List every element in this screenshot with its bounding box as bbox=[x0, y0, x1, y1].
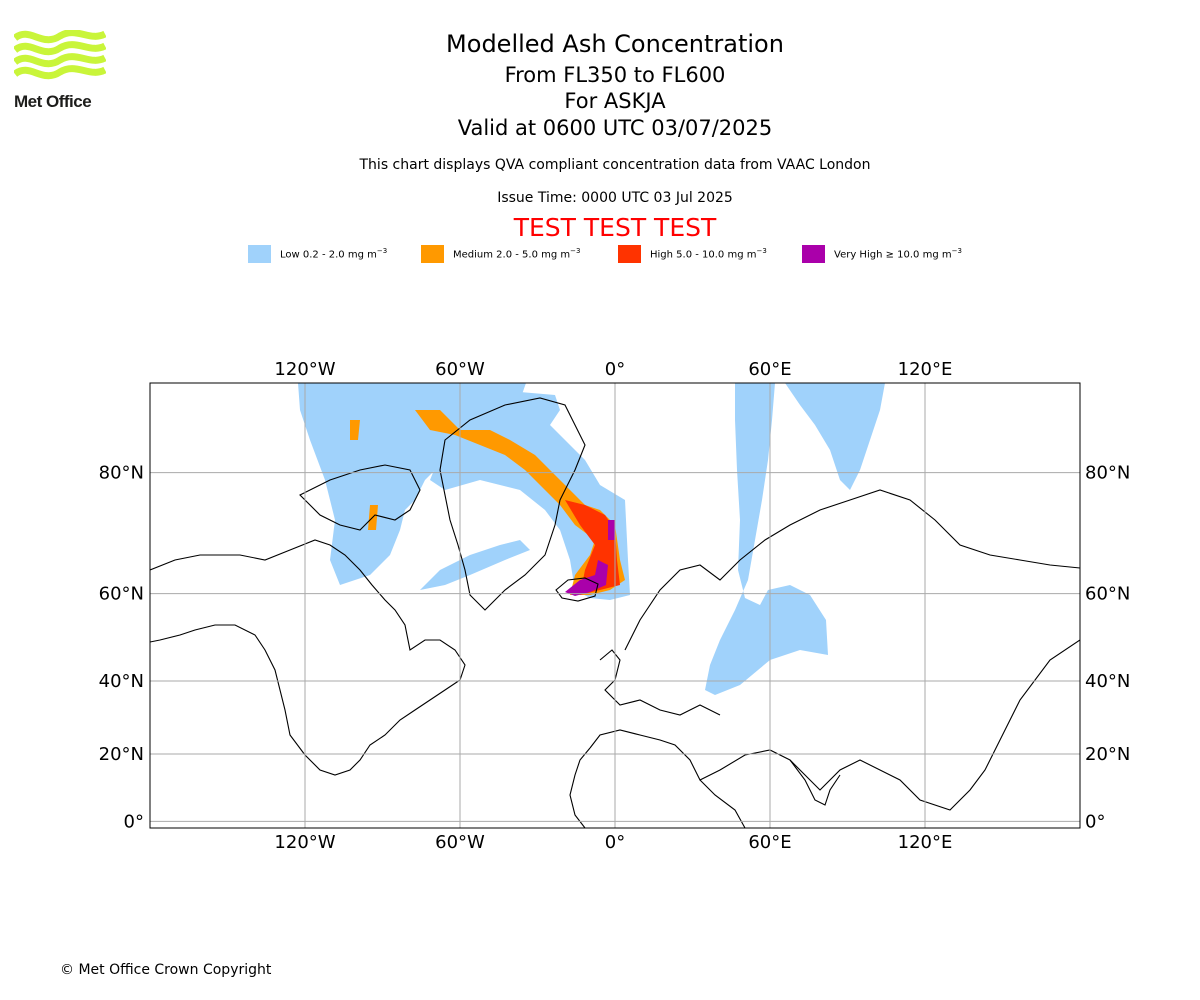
lon-label-top: 0° bbox=[605, 359, 625, 380]
lat-label-left: 80°N bbox=[99, 463, 144, 484]
graticule bbox=[150, 383, 1080, 828]
met-office-waves-icon bbox=[12, 29, 107, 80]
legend-item-high: High 5.0 - 10.0 mg m−3 bbox=[618, 244, 767, 264]
legend-swatch-medium bbox=[421, 245, 444, 263]
chart-title: Modelled Ash Concentration bbox=[446, 30, 784, 58]
test-banner: TEST TEST TEST bbox=[513, 213, 717, 242]
africa-coast bbox=[569, 747, 746, 828]
legend-item-medium: Medium 2.0 - 5.0 mg m−3 bbox=[421, 244, 580, 264]
lon-label-top: 60°W bbox=[435, 359, 485, 380]
lat-label-right: 20°N bbox=[1085, 744, 1130, 765]
ash-map: 120°W 120°W 60°W 60°W 0° 0° 60°E 60°E 120°E 120°E… bbox=[99, 359, 1131, 853]
lon-label-bottom: 120°W bbox=[274, 832, 335, 853]
issue-time: Issue Time: 0000 UTC 03 Jul 2025 bbox=[497, 190, 733, 206]
valid-time: Valid at 0600 UTC 03/07/2025 bbox=[457, 116, 773, 140]
eurasia-south-coast bbox=[589, 639, 1080, 811]
legend-swatch-high bbox=[618, 245, 641, 263]
canadian-archipelago-coast bbox=[299, 464, 421, 531]
lon-label-bottom: 120°E bbox=[898, 832, 953, 853]
legend-label-medium: Medium 2.0 - 5.0 mg m−3 bbox=[453, 247, 581, 261]
legend-label-low: Low 0.2 - 2.0 mg m−3 bbox=[280, 247, 388, 261]
lat-label-left: 60°N bbox=[99, 584, 144, 605]
lon-label-top: 120°E bbox=[898, 359, 953, 380]
lon-label-top: 60°E bbox=[748, 359, 791, 380]
legend-item-very-high: Very High ≥ 10.0 mg m−3 bbox=[802, 244, 962, 264]
legend-label-high: High 5.0 - 10.0 mg m−3 bbox=[650, 247, 767, 261]
flight-levels: From FL350 to FL600 bbox=[504, 63, 726, 87]
india-coast bbox=[789, 759, 841, 806]
lat-label-right: 0° bbox=[1085, 811, 1105, 832]
lat-label-left: 0° bbox=[124, 811, 144, 832]
lon-label-bottom: 0° bbox=[605, 832, 625, 853]
legend-item-low: Low 0.2 - 2.0 mg m−3 bbox=[248, 244, 387, 264]
lat-label-right: 40°N bbox=[1085, 671, 1130, 692]
legend-swatch-low bbox=[248, 245, 271, 263]
legend-swatch-very-high bbox=[802, 245, 825, 263]
lat-label-right: 80°N bbox=[1085, 463, 1130, 484]
lat-label-right: 60°N bbox=[1085, 584, 1130, 605]
lon-label-top: 120°W bbox=[274, 359, 335, 380]
lat-label-left: 20°N bbox=[99, 744, 144, 765]
eurasia-coast bbox=[624, 489, 1080, 651]
volcano-name: For ASKJA bbox=[564, 89, 666, 113]
met-office-logo: Met Office bbox=[12, 29, 107, 112]
map-frame bbox=[149, 382, 1081, 829]
lon-label-bottom: 60°E bbox=[748, 832, 791, 853]
iceland-coast bbox=[555, 577, 599, 602]
lat-label-left: 40°N bbox=[99, 671, 144, 692]
europe-coast bbox=[599, 649, 721, 716]
coastlines bbox=[150, 397, 1080, 828]
legend-label-very-high: Very High ≥ 10.0 mg m−3 bbox=[834, 247, 962, 261]
logo-text: Met Office bbox=[14, 92, 92, 111]
lon-label-bottom: 60°W bbox=[435, 832, 485, 853]
copyright: © Met Office Crown Copyright bbox=[60, 962, 272, 978]
north-america-coast bbox=[150, 539, 466, 776]
greenland-coast bbox=[439, 397, 586, 611]
axis-labels: 120°W 120°W 60°W 60°W 0° 0° 60°E 60°E 120°E 120°E… bbox=[99, 359, 1131, 853]
chart-description: This chart displays QVA compliant concen… bbox=[359, 157, 871, 173]
map-content bbox=[150, 383, 1080, 828]
